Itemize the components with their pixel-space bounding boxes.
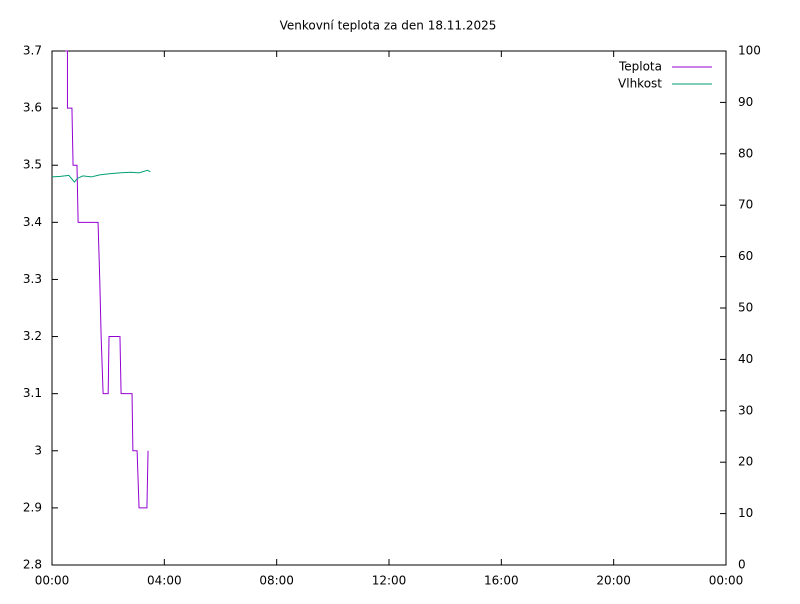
x-tick-label: 08:00 xyxy=(259,574,294,588)
x-tick-label: 00:00 xyxy=(35,574,70,588)
x-tick-label: 12:00 xyxy=(372,574,407,588)
x-tick-label: 16:00 xyxy=(484,574,519,588)
y-tick-label: 3.1 xyxy=(23,386,42,400)
series-line xyxy=(65,50,149,509)
y2-tick-label: 0 xyxy=(738,558,746,572)
x-tick-label: 20:00 xyxy=(596,574,631,588)
y-tick-label: 3.5 xyxy=(23,158,42,172)
y-tick-label: 3.7 xyxy=(23,44,42,58)
y-tick-label: 3.3 xyxy=(23,272,42,286)
y2-tick-label: 90 xyxy=(738,95,753,109)
y-tick-label: 3 xyxy=(34,443,42,457)
y2-tick-label: 100 xyxy=(738,44,761,58)
chart-title: Venkovní teplota za den 18.11.2025 xyxy=(280,19,497,33)
y2-tick-label: 50 xyxy=(738,301,753,315)
y2-tick-label: 20 xyxy=(738,455,753,469)
x-tick-label: 00:00 xyxy=(709,574,744,588)
y2-tick-label: 70 xyxy=(738,198,753,212)
y2-tick-label: 40 xyxy=(738,352,753,366)
x-tick-label: 04:00 xyxy=(147,574,182,588)
y2-tick-label: 10 xyxy=(738,506,753,520)
y-tick-label: 3.4 xyxy=(23,215,42,229)
y2-tick-label: 60 xyxy=(738,249,753,263)
y2-tick-label: 30 xyxy=(738,403,753,417)
legend-label: Vlhkost xyxy=(618,77,662,91)
plot-border xyxy=(51,50,727,566)
y-tick-label: 3.2 xyxy=(23,329,42,343)
y-tick-label: 2.8 xyxy=(23,558,42,572)
series-line xyxy=(51,169,151,183)
legend-label: Teplota xyxy=(618,60,662,74)
y-tick-label: 3.6 xyxy=(23,101,42,115)
y2-tick-label: 80 xyxy=(738,146,753,160)
y-tick-label: 2.9 xyxy=(23,500,42,514)
